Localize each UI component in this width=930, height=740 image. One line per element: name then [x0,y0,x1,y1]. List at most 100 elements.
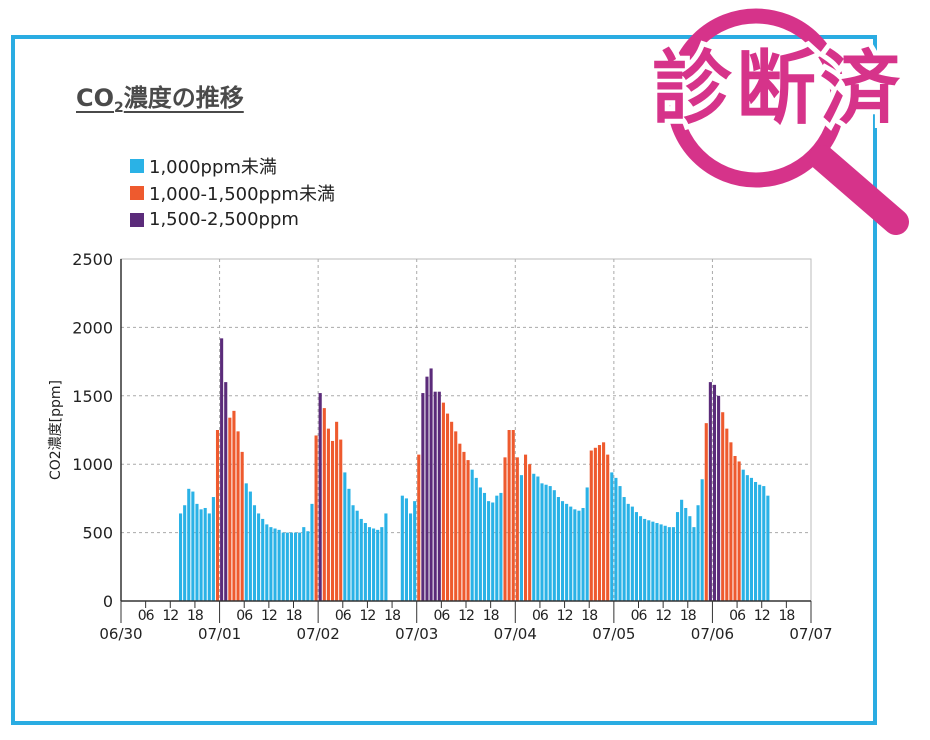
co2-bar [639,516,643,601]
co2-bar [515,457,519,601]
co2-bar [671,527,675,601]
co2-bar [565,503,569,601]
co2-bar [437,391,441,601]
co2-bar [729,442,733,601]
co2-bar [425,376,429,601]
co2-bar [228,417,232,601]
co2-bar [725,428,729,601]
co2-bar [524,454,528,601]
co2-bar [491,502,495,601]
magnifier-icon [666,8,909,235]
co2-bar [643,518,647,601]
co2-bar [544,484,548,601]
co2-bar [195,503,199,601]
co2-bar [322,408,326,601]
co2-bar [261,518,265,601]
co2-bar [450,421,454,601]
co2-bar [667,527,671,601]
x-hour-label: 12 [557,608,573,624]
co2-bar [318,393,322,601]
co2-bar [585,487,589,601]
x-hour-label: 06 [631,608,648,624]
y-tick-label: 0 [103,592,113,611]
co2-bar [199,509,203,601]
x-hour-label: 12 [162,608,178,624]
co2-bar [215,430,220,601]
x-hour-label: 18 [778,608,794,624]
co2-bar [749,477,753,601]
co2-bar [528,464,532,601]
co2-bar [647,520,651,601]
co2-bar [310,503,314,601]
x-hour-label: 18 [581,608,597,624]
co2-bar [458,443,462,601]
co2-bar [602,442,606,601]
co2-bar [306,531,310,601]
y-tick-label: 2000 [72,318,113,337]
co2-bar [708,382,712,601]
co2-bar [733,455,737,601]
co2-bar [207,513,211,601]
legend-swatch-high [130,212,144,227]
co2-bar [540,483,544,601]
x-hour-label: 12 [360,608,376,624]
co2-bar [663,525,667,601]
co2-bar [326,428,330,601]
co2-bar [314,435,318,601]
co2-bar [400,495,404,601]
diagnosed-stamp: 診断済 [647,8,909,235]
co2-bar [191,491,195,601]
co2-bar [330,440,335,601]
co2-bar [532,473,536,601]
co2-bar [203,507,207,601]
co2-bar [704,423,708,601]
co2-bar [692,527,696,601]
x-day-label: 06/30 [99,625,142,643]
co2-bar [721,412,725,601]
x-hour-label: 18 [384,608,400,624]
co2-bar [606,454,610,601]
co2-bar [618,486,622,601]
co2-bar [277,529,281,601]
chart-legend: 1,000ppm未満 1,000-1,500ppm未満 1,500-2,500p… [130,152,335,233]
co2-bar [622,497,626,601]
co2-bar [630,506,634,601]
x-day-label: 07/07 [789,625,832,643]
co2-bar [696,505,700,601]
co2-bar [409,513,413,601]
co2-bar [232,410,236,601]
co2-bar [343,472,347,601]
co2-bar [655,523,659,601]
co2-bar [499,492,503,601]
y-axis-label: CO2濃度[ppm] [48,380,64,480]
co2-bar [179,513,183,601]
co2-bar [289,532,293,601]
co2-bar [700,479,704,601]
co2-bar [745,475,749,601]
co2-bar [758,484,762,601]
co2-bar [741,469,745,601]
x-hour-label: 18 [483,608,499,624]
co2-bar [569,506,573,601]
x-hour-label: 12 [458,608,474,624]
co2-bar [220,338,224,601]
legend-swatch-mid [130,185,144,200]
x-hour-label: 18 [187,608,203,624]
co2-bar [384,513,388,601]
legend-item-mid: 1,000-1,500ppm未満 [130,179,335,206]
co2-bar [240,451,244,601]
co2-bar [359,518,363,601]
x-hour-label: 12 [754,608,770,624]
co2-bar [651,521,655,601]
co2-bar [593,447,597,601]
co2-bar [766,495,770,601]
co2-bar [680,499,684,601]
x-hour-label: 06 [532,608,549,624]
co2-bar [634,512,638,601]
x-hour-label: 06 [335,608,352,624]
legend-swatch-low [130,158,144,173]
y-tick-label: 1500 [72,387,113,406]
x-hour-label: 06 [138,608,155,624]
co2-bar [372,528,376,601]
